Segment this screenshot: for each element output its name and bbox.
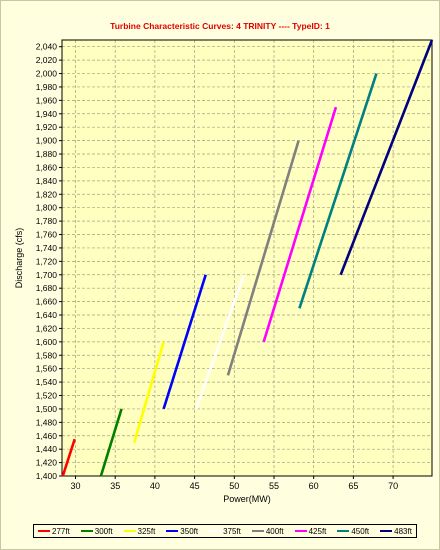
legend-label: 350ft <box>180 526 199 536</box>
legend-item-277ft: 277ft <box>38 527 70 536</box>
legend-label: 450ft <box>351 526 370 536</box>
legend-swatch <box>209 530 222 532</box>
y-tick-label: 1,740 <box>36 243 58 253</box>
legend-label: 400ft <box>265 526 284 536</box>
legend-swatch <box>337 530 350 532</box>
y-tick-label: 1,860 <box>36 162 58 172</box>
y-tick-label: 1,620 <box>36 323 58 333</box>
series-line-325ft <box>133 341 165 443</box>
y-tick-label: 1,540 <box>36 377 58 387</box>
y-tick-label: 1,840 <box>36 176 58 186</box>
x-tick-label: 65 <box>348 481 358 491</box>
legend-label: 325ft <box>137 526 156 536</box>
legend-item-325ft: 325ft <box>123 526 156 536</box>
plot-area <box>62 40 432 476</box>
y-tick-label: 1,640 <box>36 310 58 320</box>
series-line-300ft <box>99 408 123 477</box>
y-tick-label: 1,400 <box>36 471 58 481</box>
y-tick-label: 1,760 <box>36 230 58 240</box>
legend-swatch <box>166 530 179 532</box>
series-line-450ft <box>298 73 378 309</box>
x-tick-label: 30 <box>70 481 80 491</box>
x-axis-title: Power(MW) <box>223 494 271 504</box>
x-tick-label: 60 <box>309 481 319 491</box>
y-tick-label: 1,440 <box>36 444 58 454</box>
y-tick-label: 1,560 <box>36 364 58 374</box>
x-tick-label: 35 <box>110 481 120 491</box>
y-tick-label: 1,960 <box>36 95 58 105</box>
legend-item-425ft: 425ft <box>294 526 327 536</box>
plot-border <box>61 39 433 477</box>
legend-swatch <box>251 530 264 532</box>
y-tick-label: 1,900 <box>36 136 58 146</box>
x-tick-label: 70 <box>388 481 398 491</box>
legend-swatch <box>80 530 93 532</box>
y-tick-label: 1,660 <box>36 297 58 307</box>
y-axis-title: Discharge (cfs) <box>14 228 24 289</box>
chart-title: Turbine Characteristic Curves: 4 TRINITY… <box>110 21 330 31</box>
y-tick-label: 1,460 <box>36 431 58 441</box>
legend-item-483ft: 483ft <box>380 527 412 536</box>
y-tick-label: 1,920 <box>36 122 58 132</box>
y-tick-label: 1,880 <box>36 149 58 159</box>
legend-swatch <box>38 530 50 532</box>
y-tick-label: 1,480 <box>36 417 58 427</box>
y-tick-label: 1,680 <box>36 283 58 293</box>
x-tick-label: 40 <box>150 481 160 491</box>
x-tick-label: 50 <box>229 481 239 491</box>
y-tick-label: 1,980 <box>36 82 58 92</box>
y-tick-label: 2,000 <box>36 69 58 79</box>
series-line-375ft <box>194 274 246 410</box>
x-tick-label: 55 <box>269 481 279 491</box>
y-tick-label: 1,500 <box>36 404 58 414</box>
series-line-483ft <box>339 39 434 276</box>
y-tick-label: 1,720 <box>36 256 58 266</box>
y-tick-label: 1,600 <box>36 337 58 347</box>
series-line-350ft <box>162 274 207 410</box>
x-tick-label: 45 <box>190 481 200 491</box>
legend-label: 277ft <box>52 526 70 536</box>
legend-swatch <box>380 530 393 532</box>
legend-swatch <box>294 530 307 532</box>
series-line-425ft <box>262 106 338 343</box>
legend-item-450ft: 450ft <box>337 527 369 536</box>
legend-item-375ft: 375ft <box>209 527 241 536</box>
legend-label: 425ft <box>308 526 327 536</box>
chart-legend: 277ft 300ft 325ft 350ft 375ft 400ft 425ft 450ft… <box>33 524 417 538</box>
legend-label: 300ft <box>94 526 113 536</box>
legend-item-300ft: 300ft <box>80 526 113 536</box>
y-tick-label: 1,520 <box>36 391 58 401</box>
legend-item-350ft: 350ft <box>166 527 198 536</box>
series-line-400ft <box>226 140 300 376</box>
y-tick-label: 1,580 <box>36 350 58 360</box>
y-tick-label: 1,700 <box>36 270 58 280</box>
y-tick-label: 1,820 <box>36 189 58 199</box>
y-tick-label: 1,420 <box>36 458 58 468</box>
series-line-277ft <box>61 438 76 477</box>
y-tick-label: 1,800 <box>36 203 58 213</box>
legend-label: 483ft <box>394 526 412 536</box>
y-tick-label: 1,780 <box>36 216 58 226</box>
legend-item-400ft: 400ft <box>251 526 284 536</box>
legend-label: 375ft <box>223 526 241 536</box>
y-tick-label: 1,940 <box>36 109 58 119</box>
y-tick-label: 2,020 <box>36 55 58 65</box>
legend-swatch <box>123 530 136 532</box>
y-tick-label: 2,040 <box>36 42 58 52</box>
